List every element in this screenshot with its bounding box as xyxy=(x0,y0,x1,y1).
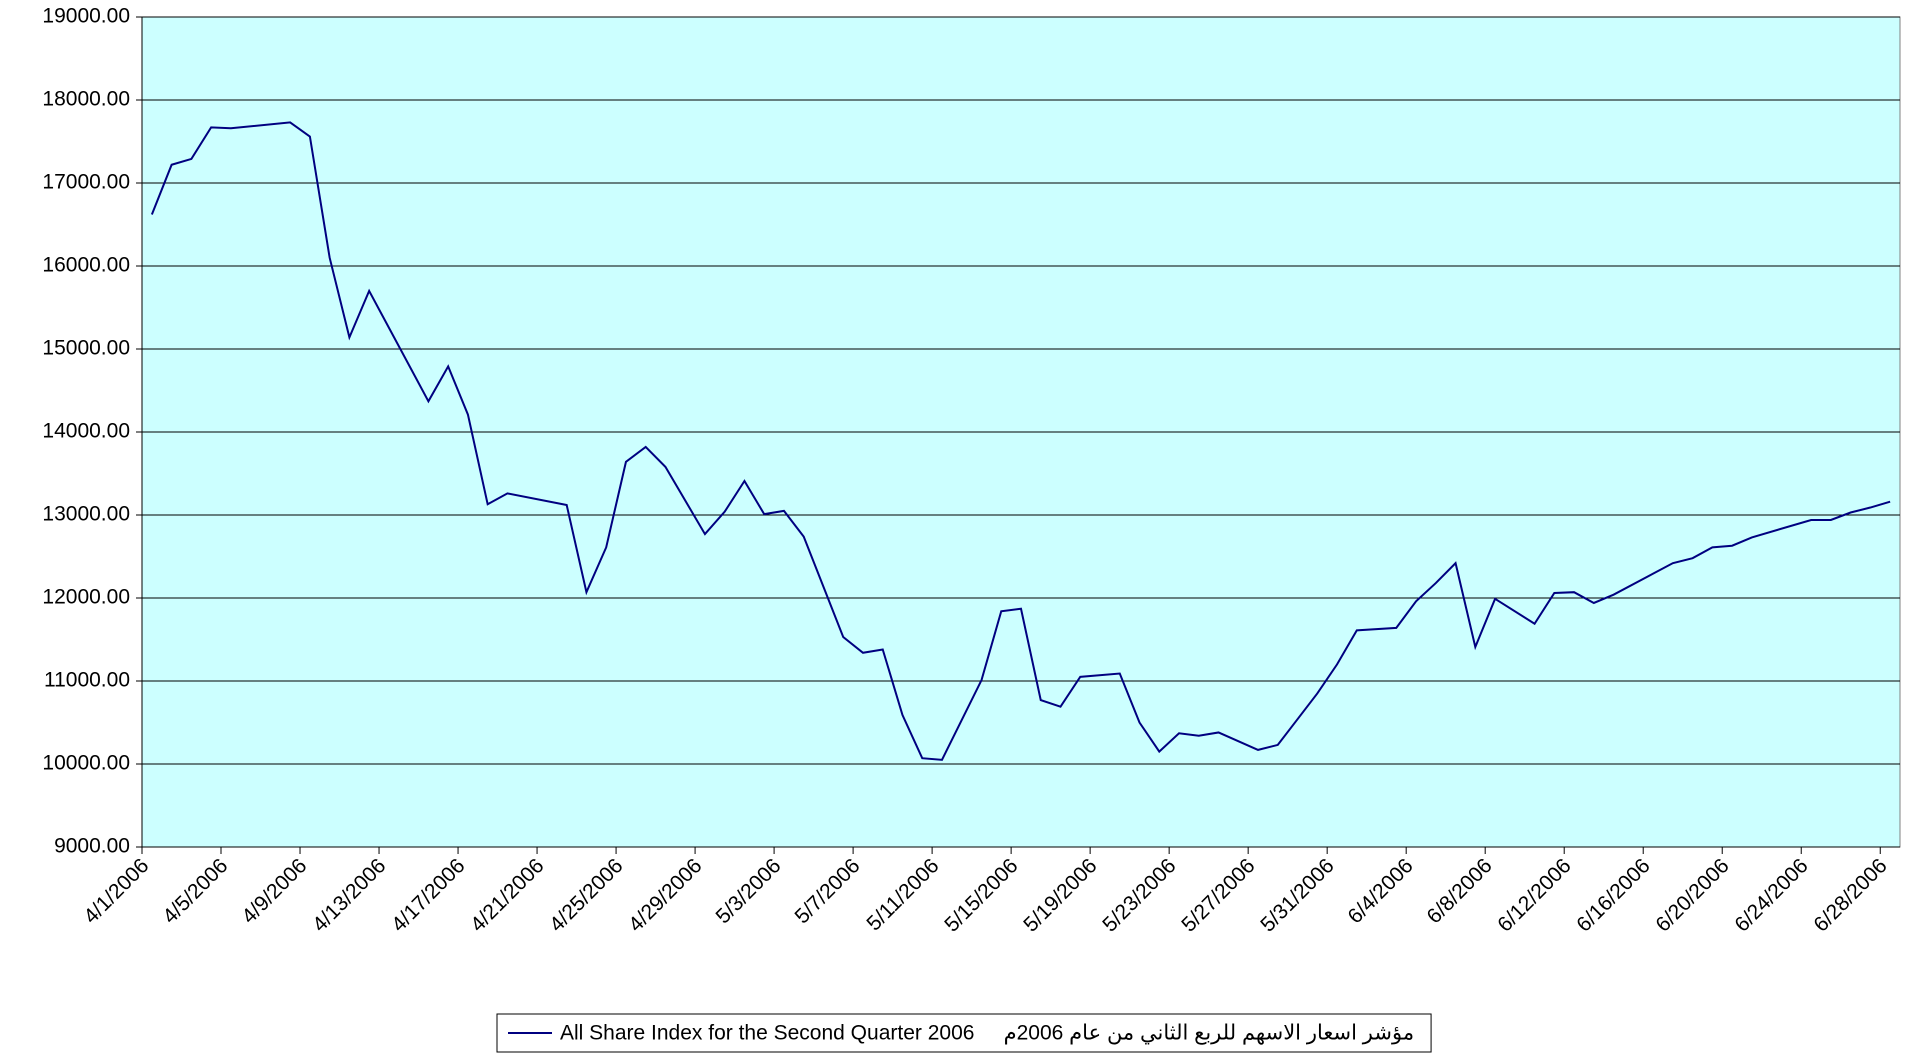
x-tick-label: 6/20/2006 xyxy=(1651,854,1733,936)
x-tick-label: 4/25/2006 xyxy=(545,854,627,936)
x-tick-label: 5/11/2006 xyxy=(862,854,943,935)
x-tick-label: 4/13/2006 xyxy=(308,854,390,936)
data-line xyxy=(150,121,1891,761)
x-tick-label: 5/15/2006 xyxy=(940,854,1022,936)
y-tick-label: 18000.00 xyxy=(42,88,130,111)
legend-box xyxy=(496,1013,1432,1053)
x-tick-label: 6/4/2006 xyxy=(1344,854,1418,928)
y-tick-label: 19000.00 xyxy=(42,5,130,28)
y-tick-label: 12000.00 xyxy=(42,586,130,609)
x-tick-label: 4/9/2006 xyxy=(237,854,311,928)
x-tick-label: 4/5/2006 xyxy=(158,854,232,928)
x-tick-label: 4/21/2006 xyxy=(466,854,548,936)
y-tick-label: 15000.00 xyxy=(42,337,130,360)
y-tick-label: 13000.00 xyxy=(42,503,130,526)
x-tick-label: 5/3/2006 xyxy=(711,854,785,928)
x-tick-label: 4/29/2006 xyxy=(624,854,706,936)
x-tick-label: 5/31/2006 xyxy=(1256,854,1338,936)
x-tick-label: 4/1/2006 xyxy=(79,854,153,928)
y-tick-label: 10000.00 xyxy=(42,752,130,775)
x-tick-label: 6/24/2006 xyxy=(1730,854,1812,936)
x-tick-label: 6/16/2006 xyxy=(1572,854,1654,936)
y-tick-label: 9000.00 xyxy=(54,835,130,858)
x-tick-label: 6/12/2006 xyxy=(1493,854,1575,936)
x-tick-label: 4/17/2006 xyxy=(387,854,469,936)
x-tick-label: 5/7/2006 xyxy=(790,854,864,928)
x-tick-label: 6/28/2006 xyxy=(1809,854,1891,936)
y-tick-label: 17000.00 xyxy=(42,171,130,194)
x-tick-label: 5/27/2006 xyxy=(1177,854,1259,936)
y-tick-label: 14000.00 xyxy=(42,420,130,443)
x-tick-label: 6/8/2006 xyxy=(1423,854,1497,928)
y-tick-label: 11000.00 xyxy=(44,669,130,692)
legend-label: All Share Index for the Second Quarter 2… xyxy=(560,1022,1414,1046)
legend: All Share Index for the Second Quarter 2… xyxy=(496,1013,1432,1053)
x-tick-label: 5/23/2006 xyxy=(1098,854,1180,936)
y-tick-label: 16000.00 xyxy=(42,254,130,277)
x-tick-label: 5/19/2006 xyxy=(1019,854,1101,936)
